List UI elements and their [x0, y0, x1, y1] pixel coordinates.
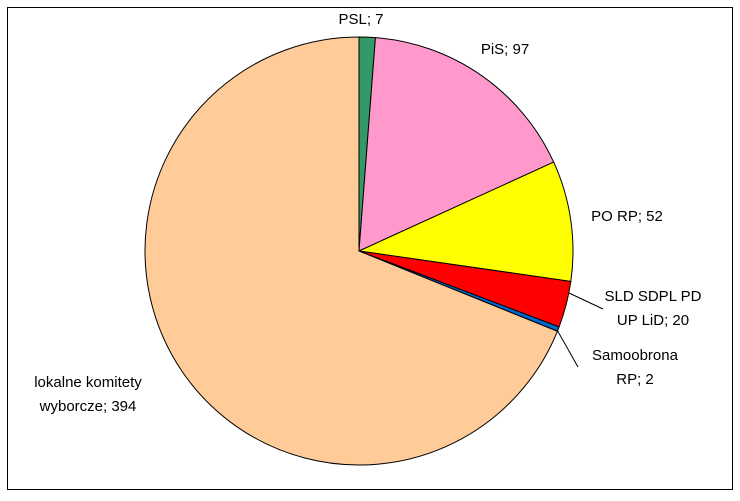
pie-slice [358, 37, 555, 252]
data-label: PiS; 97 [481, 41, 529, 58]
data-label: PO RP; 52 [591, 208, 663, 225]
leader-line [568, 292, 604, 310]
data-label: RP; 2 [616, 371, 654, 388]
pie-slice [144, 36, 559, 466]
data-label: PSL; 7 [338, 11, 383, 28]
data-label: UP LiD; 20 [617, 312, 689, 329]
data-label: Samoobrona [592, 347, 679, 364]
data-label: lokalne komitety [34, 374, 142, 391]
data-label: SLD SDPL PD [605, 288, 702, 305]
data-label: wyborcze; 394 [39, 398, 137, 415]
leader-line [555, 327, 579, 368]
pie-slice [357, 161, 574, 283]
